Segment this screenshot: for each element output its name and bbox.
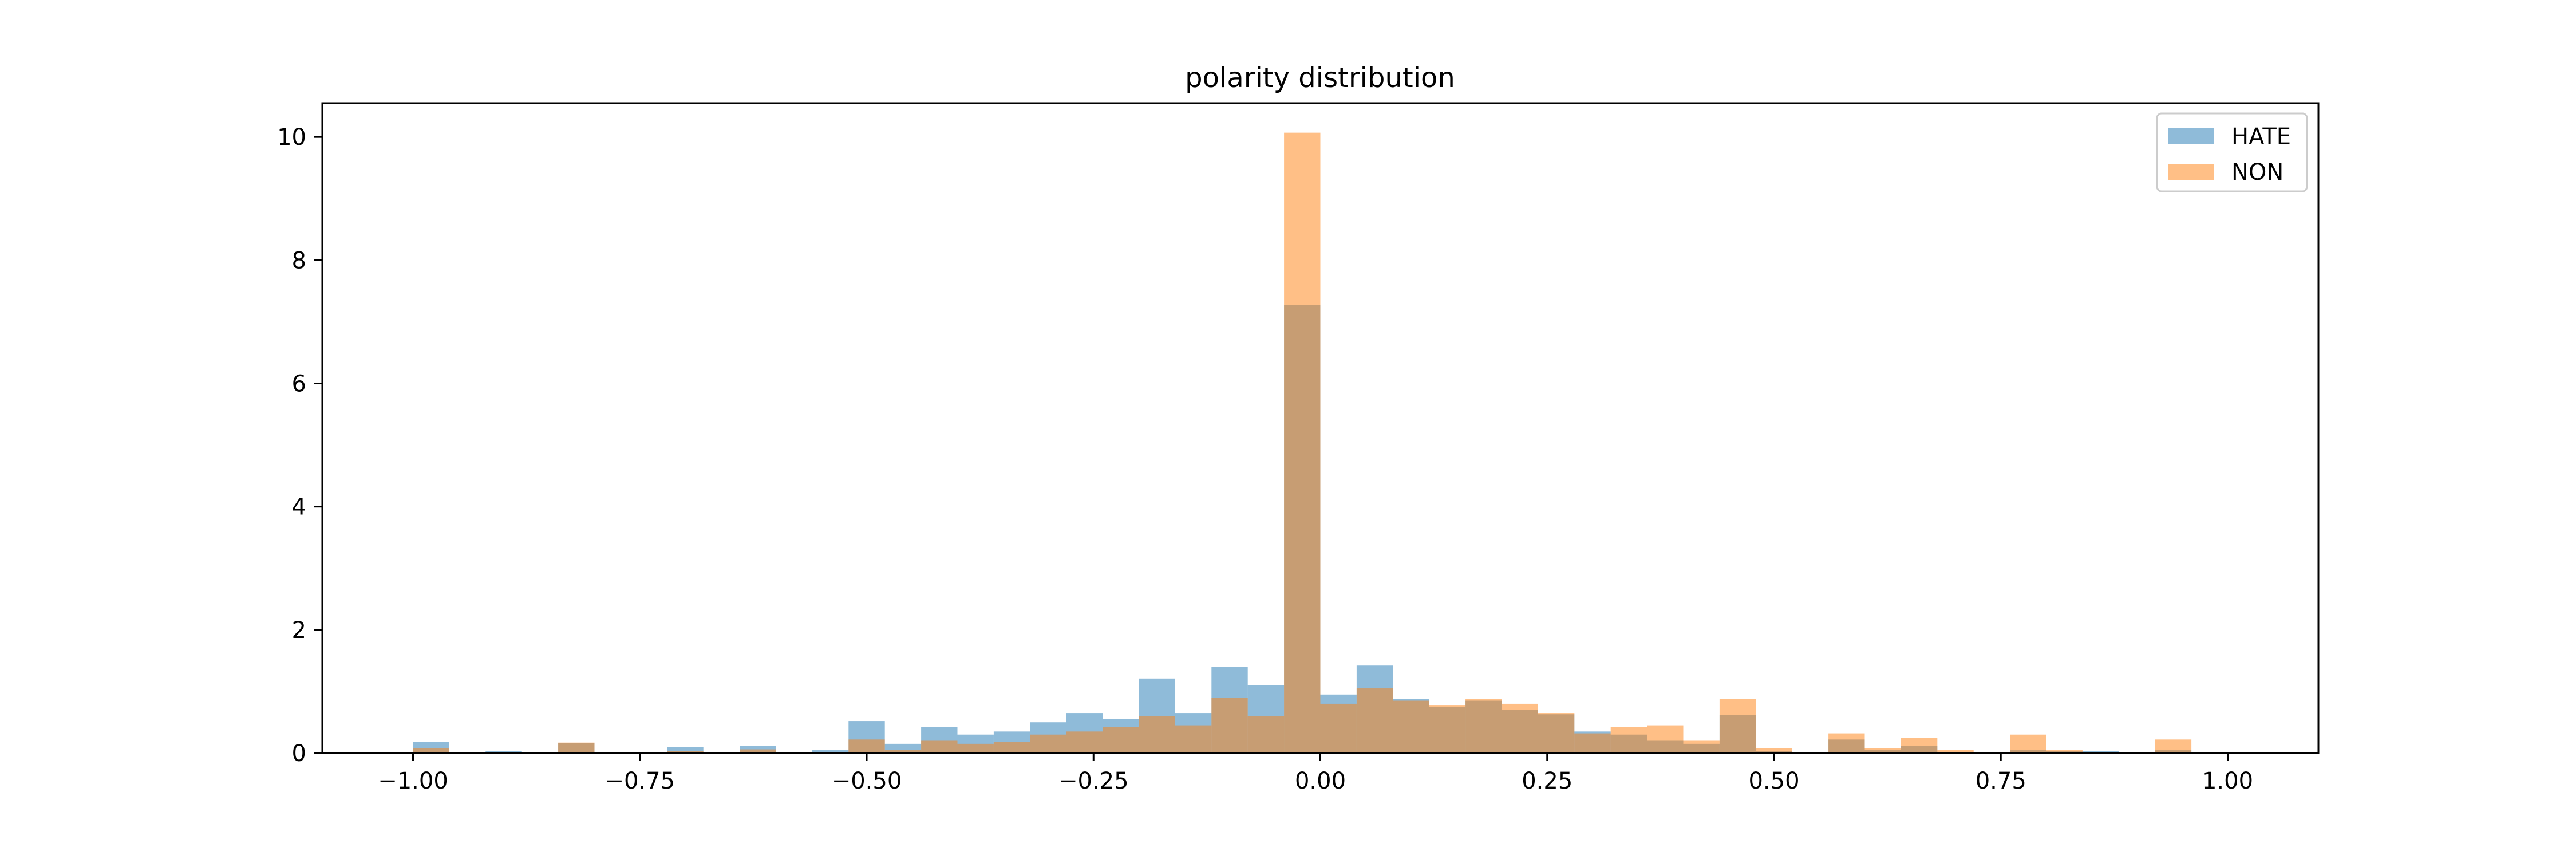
bar-non-0 [413,748,449,753]
bar-non-12 [848,739,885,753]
bar-non-37 [1756,748,1792,753]
bar-non-20 [1139,716,1175,753]
x-tick-label: −0.25 [1058,768,1129,794]
axes-layer: −1.00 −0.75 −0.50 −0.25 0.00 0.25 0.50 0.75 1.00… [277,124,2253,794]
x-tick-label: 0.50 [1748,768,1799,794]
bar-non-29 [1465,699,1502,753]
bar-non-48 [2155,739,2192,753]
legend-label-non: NON [2231,159,2283,186]
bar-hate-11 [812,750,849,753]
bar-non-41 [1901,738,1938,753]
bar-non-13 [884,750,922,753]
bar-non-30 [1502,703,1538,753]
bar-non-42 [1937,750,1974,753]
y-tick-label: 0 [292,740,306,767]
x-tick-label: −1.00 [378,768,448,794]
bar-non-39 [1828,733,1865,753]
bars-layer [413,132,2192,753]
bar-hate-7 [667,747,704,753]
bar-non-18 [1066,731,1103,753]
bar-non-23 [1247,716,1285,753]
chart-title: polarity distribution [1185,62,1455,94]
bar-non-24 [1284,132,1321,753]
bar-non-19 [1103,727,1139,753]
y-tick-label: 8 [292,247,306,274]
bar-non-25 [1320,703,1357,753]
bar-non-40 [1864,748,1901,753]
bar-non-28 [1429,705,1466,753]
bar-non-16 [993,742,1030,753]
bar-non-14 [921,740,958,753]
bar-hate-46 [2082,751,2119,753]
bar-non-27 [1393,700,1429,753]
x-tick-label: −0.75 [605,768,675,794]
bar-non-17 [1030,734,1066,753]
bar-non-26 [1356,688,1393,753]
bar-non-21 [1175,725,1212,753]
x-tick-label: −0.50 [832,768,902,794]
legend-swatch-non [2168,164,2214,180]
x-tick-label: 1.00 [2202,768,2253,794]
legend-label-hate: HATE [2231,124,2291,150]
legend-swatch-hate [2168,128,2214,144]
y-tick-label: 4 [292,494,306,521]
bar-non-44 [2010,734,2046,753]
bar-non-33 [1610,727,1647,753]
bar-non-36 [1719,699,1756,753]
bar-non-45 [2046,750,2083,753]
series-non [413,132,2192,753]
bar-non-32 [1574,733,1611,753]
bar-non-31 [1538,713,1575,753]
bar-non-9 [740,749,776,753]
y-tick-label: 10 [277,124,306,151]
bar-hate-2 [485,751,522,753]
y-tick-label: 6 [292,371,306,397]
x-tick-label: 0.25 [1522,768,1573,794]
plot-frame [321,102,2320,754]
x-tick-label: 0.00 [1295,768,1346,794]
bar-non-34 [1647,725,1684,753]
bar-non-7 [667,751,704,753]
y-tick-label: 2 [292,617,306,644]
bar-non-4 [558,742,595,753]
bar-non-35 [1683,740,1720,753]
bar-non-22 [1211,698,1248,753]
x-tick-label: 0.75 [1976,768,2026,794]
bar-non-15 [957,743,994,753]
legend: HATE NON [2156,112,2308,192]
